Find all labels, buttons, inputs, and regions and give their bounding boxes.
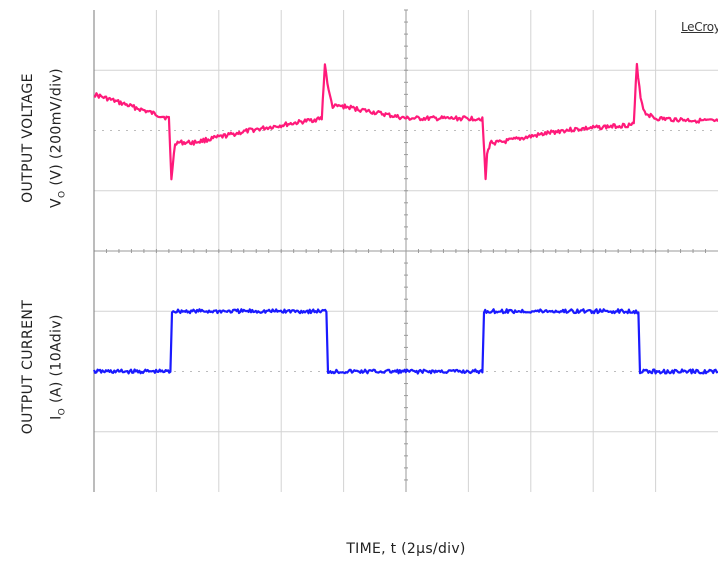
voltage-axis-symbol: V [48,197,65,208]
current-axis-units: (A) (10Adiv) [48,314,65,408]
voltage-trace [93,62,718,181]
time-axis-label: TIME, t (2μs/div) [346,541,466,557]
brand-label: LeCroy [681,20,718,34]
current-trace [92,308,718,375]
current-axis-subscript: O [57,407,68,416]
current-title: OUTPUT CURRENT [20,299,36,435]
current-axis-symbol: I [48,415,65,420]
voltage-axis-label: VO (V) (200mV/div) [49,68,68,208]
voltage-title: OUTPUT VOLTAGE [20,73,36,203]
voltage-axis-subscript: O [57,190,68,198]
voltage-axis-units: (V) (200mV/div) [48,68,65,191]
current-axis-label: IO (A) (10Adiv) [49,314,68,420]
